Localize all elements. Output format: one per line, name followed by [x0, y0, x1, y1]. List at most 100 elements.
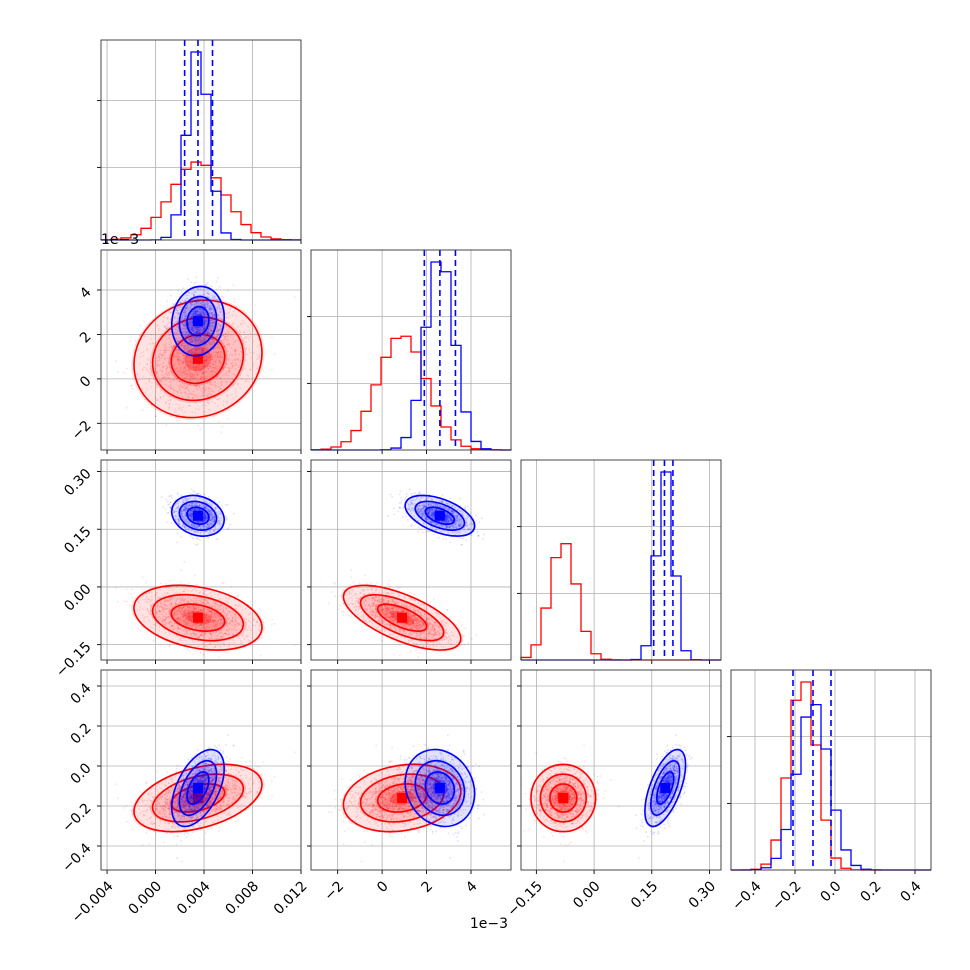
scatter-point: [168, 406, 171, 408]
scatter-point: [209, 324, 212, 327]
scatter-point: [189, 338, 191, 340]
scatter-point: [203, 319, 205, 322]
scatter-point: [211, 400, 213, 403]
scatter-point: [225, 633, 228, 636]
scatter-point: [172, 345, 175, 347]
scatter-point: [193, 330, 196, 333]
scatter-point: [197, 346, 200, 349]
scatter-point: [193, 352, 196, 355]
scatter-point: [158, 379, 161, 382]
scatter-point: [185, 630, 188, 633]
scatter-point: [185, 328, 188, 331]
scatter-point: [192, 605, 194, 607]
scatter-point: [210, 355, 213, 358]
scatter-point: [197, 368, 200, 371]
scatter-point: [203, 622, 206, 625]
scatter-point: [176, 610, 179, 613]
scatter-point: [206, 332, 209, 335]
scatter-point: [213, 298, 216, 301]
scatter-point: [190, 318, 193, 321]
scatter-point: [185, 297, 188, 300]
scatter-point: [196, 337, 199, 340]
scatter-point: [183, 600, 186, 603]
scatter-point: [195, 328, 198, 331]
scatter-point: [186, 617, 188, 620]
scatter-point: [213, 339, 216, 342]
scatter-point: [252, 618, 255, 621]
scatter-point: [161, 594, 164, 597]
scatter-point: [209, 343, 212, 346]
scatter-point: [207, 620, 210, 623]
scatter-point: [227, 645, 230, 647]
scatter-point: [235, 330, 238, 332]
scatter-point: [165, 350, 167, 352]
scatter-point: [204, 323, 207, 326]
scatter-point: [206, 603, 208, 606]
scatter-point: [216, 303, 219, 305]
scatter-point: [145, 608, 148, 611]
scatter-point: [199, 312, 202, 315]
scatter-point: [178, 603, 180, 605]
scatter-point: [211, 337, 214, 340]
scatter-point: [200, 369, 202, 371]
scatter-point: [187, 278, 190, 281]
scatter-point: [201, 372, 204, 375]
scatter-point: [186, 386, 189, 388]
scatter-point: [188, 332, 190, 335]
scatter-point: [208, 387, 211, 390]
scatter-point: [223, 373, 226, 376]
scatter-point: [195, 311, 198, 313]
scatter-point: [217, 351, 220, 354]
scatter-point: [180, 597, 182, 600]
scatter-point: [151, 342, 154, 344]
scatter-point: [198, 336, 201, 339]
scatter-point: [183, 322, 186, 325]
scatter-point: [190, 326, 193, 329]
scatter-point: [208, 326, 211, 329]
scatter-point: [209, 642, 212, 645]
scatter-point: [198, 599, 201, 602]
scatter-point: [199, 610, 202, 613]
scatter-point: [197, 424, 200, 427]
scatter-point: [206, 356, 209, 359]
scatter-point: [143, 366, 145, 369]
scatter-point: [205, 625, 208, 627]
scatter-point: [211, 315, 214, 318]
scatter-point: [190, 315, 193, 318]
scatter-point: [234, 626, 236, 629]
scatter-point: [178, 619, 180, 622]
scatter-point: [210, 613, 212, 616]
scatter-point: [245, 618, 248, 621]
scatter-point: [196, 304, 198, 307]
scatter-point: [239, 374, 242, 377]
scatter-point: [193, 384, 196, 387]
scatter-point: [187, 344, 190, 347]
scatter-point: [178, 353, 181, 356]
scatter-point: [197, 338, 199, 341]
scatter-point: [180, 351, 182, 354]
scatter-point: [206, 330, 209, 333]
scatter-point: [184, 315, 187, 318]
scatter-point: [179, 610, 182, 613]
scatter-point: [195, 350, 198, 352]
scatter-point: [184, 368, 187, 371]
scatter-point: [220, 621, 223, 624]
scatter-point: [182, 327, 185, 330]
scatter-point: [180, 384, 183, 386]
scatter-point: [198, 386, 201, 388]
scatter-point: [141, 588, 144, 590]
scatter-point: [217, 329, 219, 332]
scatter-point: [207, 602, 210, 605]
scatter-point: [184, 372, 187, 375]
scatter-point: [195, 371, 197, 374]
scatter-point: [178, 419, 181, 422]
scatter-point: [157, 329, 160, 332]
scatter-point: [184, 323, 187, 325]
scatter-point: [165, 616, 168, 619]
scatter-point: [145, 388, 148, 390]
scatter-point: [233, 340, 236, 343]
scatter-point: [200, 314, 203, 317]
scatter-point: [250, 323, 253, 326]
scatter-point: [246, 635, 249, 637]
scatter-point: [160, 378, 163, 381]
